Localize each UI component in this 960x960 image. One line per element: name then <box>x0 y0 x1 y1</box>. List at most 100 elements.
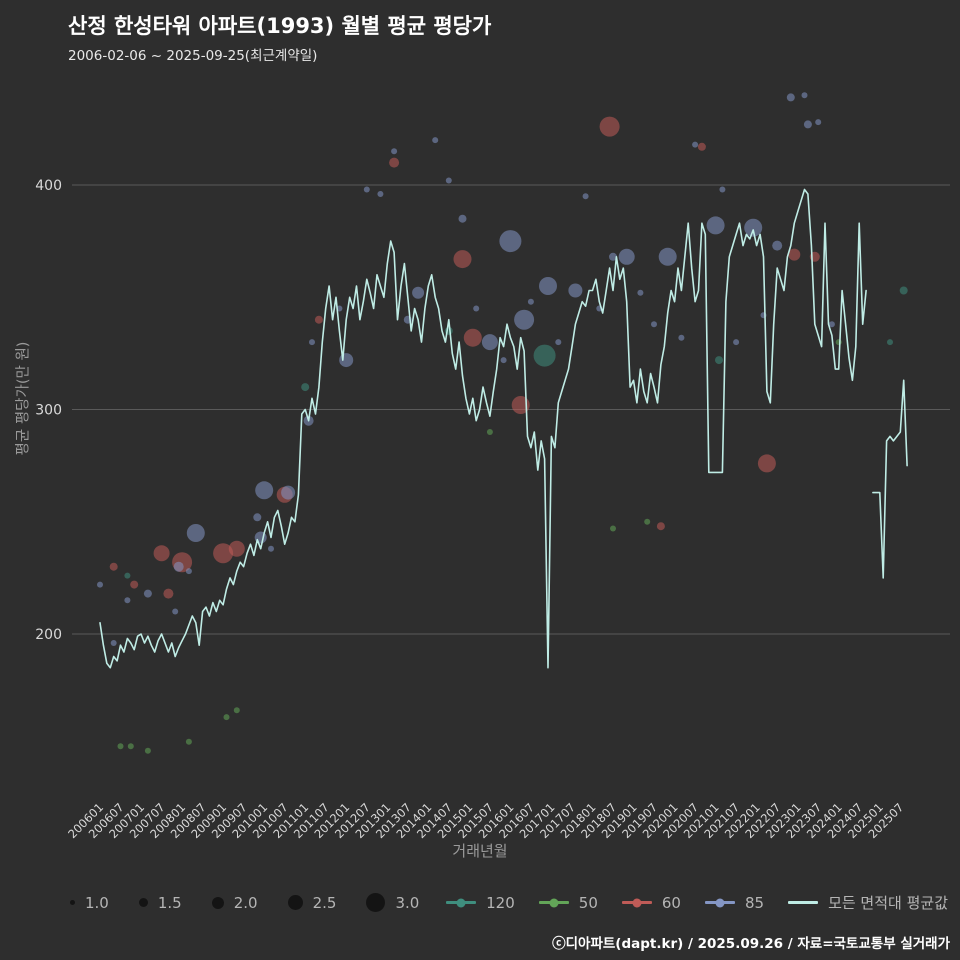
bubble-area-85 <box>719 186 726 193</box>
size-legend: 1.0 1.5 2.0 2.5 3.0 <box>70 893 419 912</box>
bubble-area-85 <box>110 640 117 646</box>
bubble-area-85 <box>555 339 562 346</box>
size-legend-item: 3.0 <box>366 893 419 912</box>
bubble-area-85 <box>678 334 685 341</box>
bubble-area-85 <box>500 357 507 364</box>
bubble-area-85 <box>377 191 384 197</box>
y-axis-title: 평균 평당가(만 원) <box>15 341 32 456</box>
bubble-area-85 <box>186 524 205 542</box>
size-label: 2.0 <box>233 893 258 912</box>
bubble-area-85 <box>582 193 589 200</box>
series-line-marker-icon <box>788 901 819 904</box>
chart-legend: 1.0 1.5 2.0 2.5 3.0 120 50 60 85 모든 면적대 평균값 <box>70 892 948 913</box>
size-dot-icon <box>138 898 148 907</box>
bubble-area-50 <box>644 518 651 525</box>
bubble-area-85 <box>815 119 822 126</box>
y-tick-label: 300 <box>35 403 62 419</box>
bubble-area-60 <box>788 248 801 261</box>
bubble-area-120 <box>887 339 893 346</box>
series-line-marker-icon <box>621 898 652 907</box>
series-legend-item-120[interactable]: 120 <box>446 894 515 912</box>
bubble-area-85 <box>253 513 262 522</box>
bubble-area-85 <box>473 305 480 312</box>
bubble-area-60 <box>153 545 170 562</box>
series-dot-icon <box>632 898 642 907</box>
series-label: 60 <box>661 893 681 912</box>
series-line-marker-icon <box>446 898 477 907</box>
series-legend: 120 50 60 85 모든 면적대 평균값 <box>446 892 948 913</box>
bubble-area-50 <box>127 743 134 750</box>
bubble-area-85 <box>481 334 498 351</box>
size-dot-icon <box>287 895 303 910</box>
y-tick-label: 200 <box>35 627 62 643</box>
bubble-area-120 <box>301 383 310 392</box>
bubble-area-85 <box>97 581 103 588</box>
price-bubble-line-chart[interactable]: 4003002002006012006072007012007072008012… <box>0 0 960 880</box>
series-legend-item-85[interactable]: 85 <box>704 893 765 912</box>
series-line-marker-icon <box>704 898 735 907</box>
bubble-area-60 <box>130 580 139 589</box>
series-label: 85 <box>744 893 765 912</box>
size-legend-item: 2.0 <box>211 893 258 912</box>
bubble-area-85 <box>786 93 795 102</box>
bubble-area-85 <box>309 339 315 346</box>
size-legend-item: 2.5 <box>287 893 337 912</box>
bubble-area-85 <box>801 92 808 99</box>
bubble-area-60 <box>463 328 482 347</box>
bubble-area-85 <box>803 120 812 129</box>
bubble-area-85 <box>527 298 534 305</box>
bubble-area-85 <box>637 289 644 296</box>
bubble-area-60 <box>697 142 706 151</box>
series-label: 모든 면적대 평균값 <box>828 894 948 912</box>
bubble-area-120 <box>899 286 908 295</box>
bubble-area-85 <box>828 321 835 328</box>
bubble-area-120 <box>533 344 556 367</box>
page-title: 산정 한성타워 아파트(1993) 월별 평균 평당가 <box>68 14 492 38</box>
bubble-area-50 <box>610 525 616 532</box>
bubble-area-85 <box>172 608 179 615</box>
size-dot-icon <box>70 900 75 905</box>
bubble-area-50 <box>117 743 124 750</box>
bubble-area-50 <box>486 429 493 435</box>
bubble-area-85 <box>185 568 192 575</box>
bubble-area-85 <box>772 240 783 251</box>
series-label: 120 <box>486 893 515 912</box>
bubble-area-50 <box>185 738 192 745</box>
bubble-area-85 <box>539 277 557 295</box>
bubble-area-120 <box>124 572 131 579</box>
size-dot-icon <box>366 893 386 912</box>
bubble-area-85 <box>609 252 617 261</box>
bubble-area-85 <box>733 339 740 346</box>
series-legend-item-average[interactable]: 모든 면적대 평균값 <box>788 892 948 913</box>
series-line-marker-icon <box>538 898 569 907</box>
bubble-area-50 <box>144 747 151 754</box>
series-dot-icon <box>715 898 725 907</box>
bubble-area-85 <box>658 247 677 266</box>
bubble-area-60 <box>163 588 174 599</box>
bubble-area-50 <box>223 714 230 721</box>
date-range-subtitle: 2006-02-06 ~ 2025-09-25(최근계약일) <box>68 48 318 64</box>
bubble-area-85 <box>445 177 452 184</box>
bubble-area-85 <box>618 248 635 265</box>
size-dot-icon <box>211 896 224 909</box>
series-legend-item-50[interactable]: 50 <box>538 894 598 912</box>
bubble-area-85 <box>391 148 398 155</box>
bubble-area-85 <box>499 230 522 253</box>
x-axis-title: 거래년월 <box>452 842 508 860</box>
series-legend-item-60[interactable]: 60 <box>621 893 681 912</box>
bubble-area-85 <box>514 309 535 330</box>
bubble-area-85 <box>568 283 583 298</box>
bubble-area-85 <box>744 218 763 237</box>
series-dot-icon <box>456 898 466 907</box>
bubble-area-50 <box>835 339 842 346</box>
size-label: 2.5 <box>312 893 337 912</box>
bubble-area-85 <box>651 321 657 328</box>
size-label: 3.0 <box>395 893 420 912</box>
bubble-area-85 <box>706 216 725 235</box>
bubble-area-120 <box>715 356 723 365</box>
series-dot-icon <box>549 898 559 907</box>
bubble-area-60 <box>213 543 234 564</box>
bubble-area-60 <box>757 454 776 473</box>
size-label: 1.0 <box>85 893 109 912</box>
